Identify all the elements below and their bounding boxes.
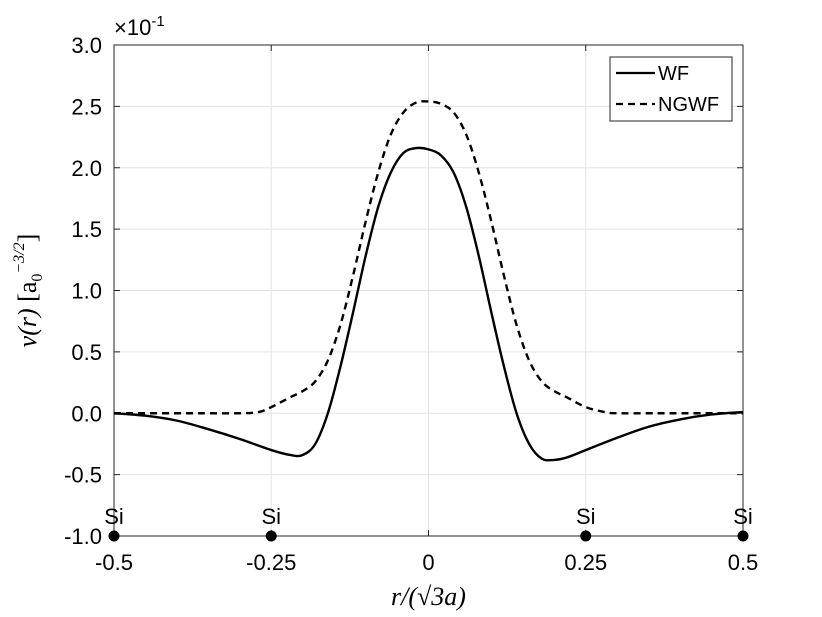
atom-marker-dot: [108, 530, 120, 542]
x-tick-label: -0.5: [95, 550, 133, 575]
axis-ticks: -0.5 -0.25 0 0.25 0.5-1.0-0.50.00.51.01.52.0…: [64, 33, 758, 575]
y-label-unit-sup: −3/2: [11, 242, 28, 273]
y-tick-label: 2.0: [71, 156, 102, 181]
y-label-unit-sub: 0: [29, 274, 46, 282]
atom-markers: Si Si Si Si: [104, 504, 753, 542]
legend-box: [609, 56, 733, 122]
y-multiplier-base: ×10: [114, 15, 151, 40]
y-label-close-bracket: ]: [13, 234, 42, 243]
x-tick-label: 0.25: [564, 550, 607, 575]
legend-label-ngwf: NGWF: [658, 94, 719, 116]
x-tick-label: 0.5: [728, 550, 759, 575]
atom-marker-label: Si: [104, 504, 124, 529]
atom-marker-dot: [265, 530, 277, 542]
y-tick-label: 0.5: [71, 340, 102, 365]
y-label-symbol: ν(r): [13, 308, 42, 347]
y-multiplier-exponent: -1: [151, 13, 164, 30]
y-axis-label: ν(r) [a0−3/2]: [11, 234, 46, 348]
y-axis-multiplier: ×10-1: [114, 13, 165, 40]
y-label-open-bracket: [: [13, 293, 42, 302]
legend: WF NGWF: [609, 56, 733, 122]
y-tick-label: 2.5: [71, 94, 102, 119]
atom-marker-dot: [737, 530, 749, 542]
x-axis-label: r/(√3a): [391, 582, 466, 611]
y-tick-label: 1.5: [71, 217, 102, 242]
series-line-wf: [113, 146, 744, 462]
legend-label-wf: WF: [658, 63, 689, 85]
x-tick-label: -0.25: [246, 550, 296, 575]
y-tick-label: -1.0: [64, 524, 102, 549]
y-tick-label: 1.0: [71, 279, 102, 304]
atom-marker-label: Si: [261, 504, 281, 529]
x-tick-label: 0: [422, 550, 434, 575]
y-label-unit-base: a: [13, 281, 42, 293]
y-tick-label: 3.0: [71, 33, 102, 58]
y-tick-label: -0.5: [64, 463, 102, 488]
series-lines: [113, 100, 744, 462]
y-tick-label: 0.0: [71, 401, 102, 426]
atom-marker-label: Si: [733, 504, 753, 529]
atom-marker-dot: [580, 530, 592, 542]
atom-marker-label: Si: [576, 504, 596, 529]
series-line-ngwf: [114, 100, 743, 415]
